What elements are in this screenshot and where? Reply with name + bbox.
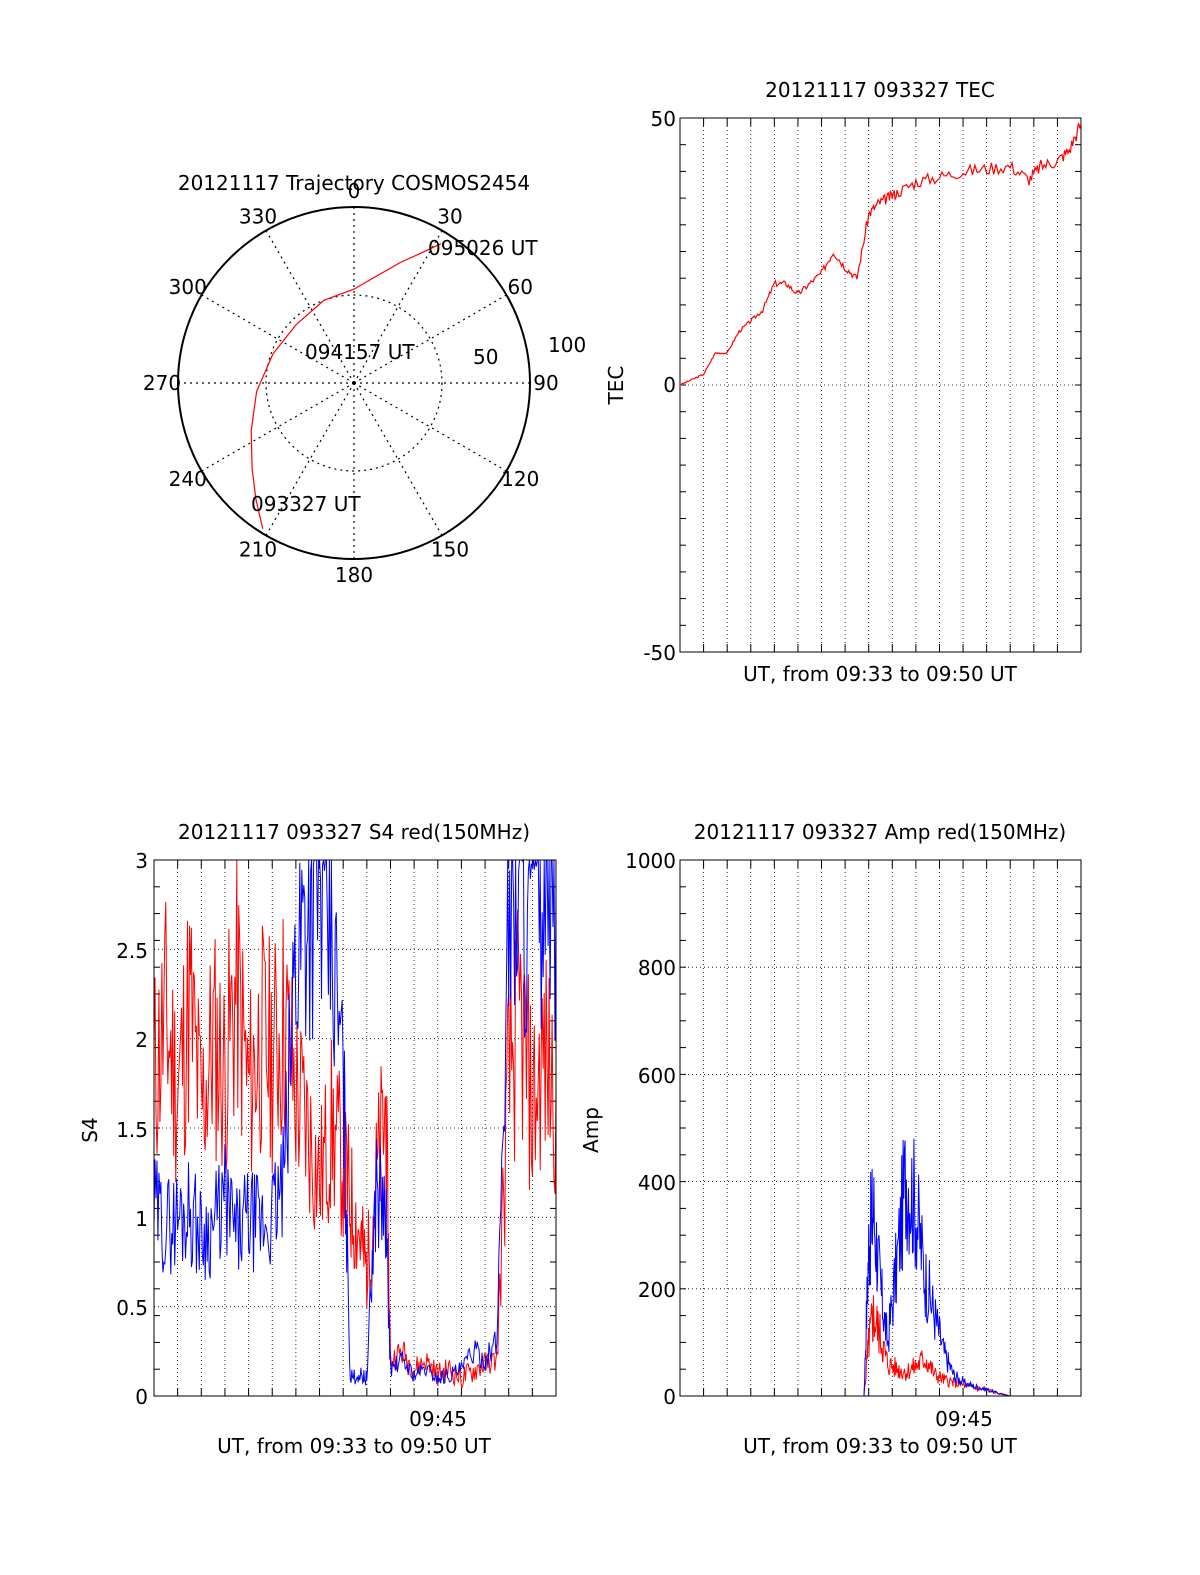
- s4-panel: 20121117 093327 S4 red(150MHz) 0 0.5 1 1…: [78, 820, 557, 1458]
- polar-spoke-300: [201, 294, 355, 384]
- amp-frame: [679, 859, 1082, 1397]
- polar-azimuth-label-30: 30: [437, 205, 462, 229]
- s4-ytick-3: 3: [135, 849, 148, 873]
- tec-title: 20121117 093327 TEC: [765, 78, 995, 102]
- s4-title: 20121117 093327 S4 red(150MHz): [178, 820, 530, 844]
- polar-azimuth-label-150: 150: [431, 537, 469, 561]
- s4-blue-series-line: [153, 858, 557, 1386]
- polar-trajectory-line: [250, 243, 442, 530]
- s4-grid: [154, 860, 556, 1396]
- polar-grid: [177, 206, 531, 560]
- s4-ytick-1: 1: [135, 1207, 148, 1231]
- tec-grid: [680, 118, 1081, 652]
- polar-azimuth-label-270: 270: [143, 371, 181, 395]
- polar-azimuth-label-180: 180: [335, 563, 373, 587]
- polar-azimuth-label-0: 0: [348, 179, 361, 203]
- tec-panel: 20121117 093327 TEC 50 0 -50 TEC UT, fro…: [604, 78, 1082, 686]
- polar-time-mid: 094157 UT: [305, 340, 415, 364]
- polar-azimuth-label-300: 300: [169, 275, 207, 299]
- s4-ytick-0: 0: [135, 1385, 148, 1409]
- amp-ytick-0: 0: [663, 1385, 676, 1409]
- s4-ylabel: S4: [78, 1117, 102, 1142]
- amp-title: 20121117 093327 Amp red(150MHz): [694, 820, 1066, 844]
- polar-azimuth-label-240: 240: [169, 467, 207, 491]
- polar-panel: 20121117 Trajectory COSMOS2454 0 30 60 90 12…: [143, 171, 586, 587]
- s4-ytick-0-5: 0.5: [116, 1296, 148, 1320]
- amp-ytick-1000: 1000: [625, 849, 676, 873]
- s4-ytick-2-5: 2.5: [116, 939, 148, 963]
- polar-spoke-120: [353, 382, 507, 472]
- s4-frame: [153, 859, 557, 1397]
- amp-panel: 20121117 093327 Amp red(150MHz) 0 200 40…: [579, 820, 1082, 1458]
- polar-time-start: 093327 UT: [251, 492, 361, 516]
- polar-azimuth-label-210: 210: [239, 537, 277, 561]
- amp-ytick-800: 800: [638, 956, 676, 980]
- amp-ytick-200: 200: [638, 1278, 676, 1302]
- polar-time-end: 095026 UT: [428, 236, 538, 260]
- s4-xtick-0945: 09:45: [409, 1407, 467, 1431]
- tec-ylabel: TEC: [604, 366, 628, 406]
- tec-xlabel: UT, from 09:33 to 09:50 UT: [743, 662, 1018, 686]
- polar-azimuth-label-330: 330: [239, 205, 277, 229]
- s4-xlabel: UT, from 09:33 to 09:50 UT: [217, 1434, 492, 1458]
- amp-red-series-line: [680, 1295, 1081, 1397]
- amp-xtick-0945: 09:45: [935, 1407, 993, 1431]
- s4-ytick-1-5: 1.5: [116, 1118, 148, 1142]
- s4-red-series-line: [153, 859, 557, 1389]
- amp-ytick-600: 600: [638, 1064, 676, 1088]
- polar-radial-label-50: 50: [473, 345, 498, 369]
- tec-ytick-50: 50: [651, 107, 676, 131]
- s4-ytick-2: 2: [135, 1028, 148, 1052]
- amp-ylabel: Amp: [579, 1107, 603, 1153]
- polar-azimuth-label-120: 120: [501, 467, 539, 491]
- polar-mid-circle: [265, 294, 443, 472]
- tec-ytick-neg50: -50: [643, 641, 676, 665]
- amp-blue-series-line: [680, 1138, 1081, 1397]
- amp-xlabel: UT, from 09:33 to 09:50 UT: [743, 1434, 1018, 1458]
- polar-azimuth-label-90: 90: [533, 371, 558, 395]
- polar-title: 20121117 Trajectory COSMOS2454: [178, 171, 530, 195]
- tec-ytick-0: 0: [663, 373, 676, 397]
- polar-azimuth-labels: 0 30 60 90 120 150 180 210 240 270 300 330: [143, 179, 559, 587]
- amp-grid: [680, 860, 1081, 1396]
- polar-azimuth-label-60: 60: [508, 275, 533, 299]
- polar-radial-label-100: 100: [548, 333, 586, 357]
- amp-ytick-400: 400: [638, 1171, 676, 1195]
- tec-series-line: [679, 123, 1082, 386]
